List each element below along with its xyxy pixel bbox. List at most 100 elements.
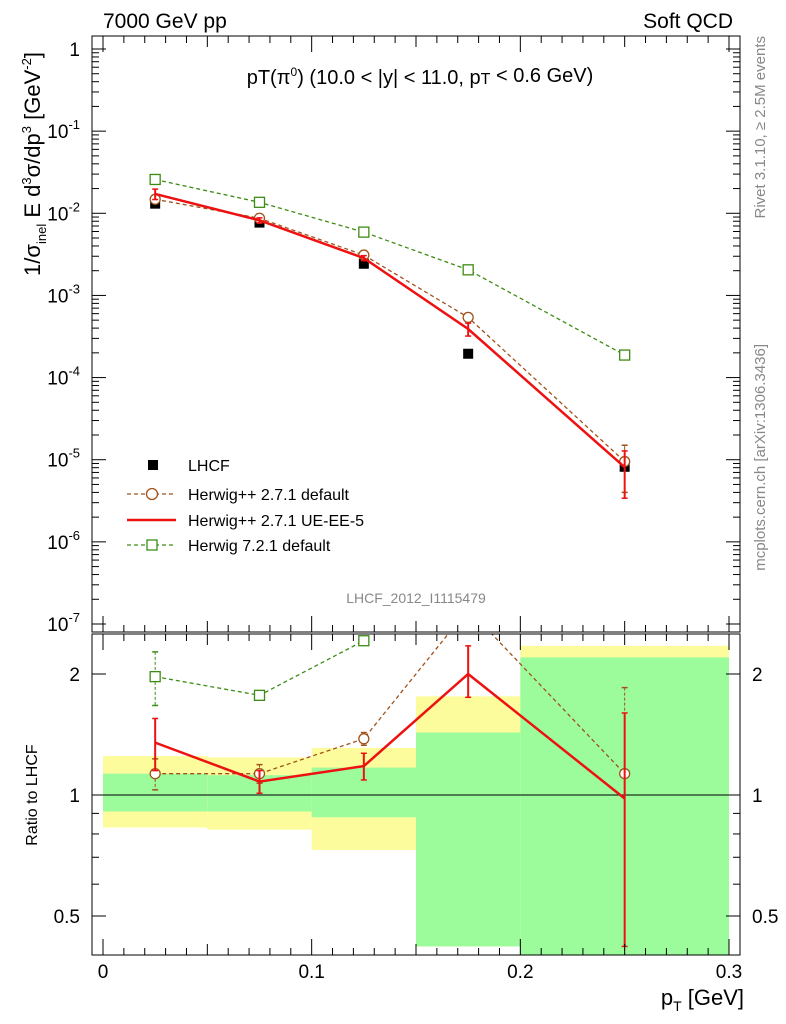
analysis-label: LHCF_2012_I1115479 (346, 590, 486, 606)
ratio-y-tick-label-right: 2 (752, 665, 763, 686)
ratio-y-tick-label: 2 (69, 665, 80, 686)
ratio-x-tick-label: 0 (98, 962, 109, 983)
main-y-tick-exp: -3 (68, 281, 80, 296)
main-series-data (150, 198, 630, 472)
main-line-herwig_pp_default (155, 198, 626, 463)
legend-entry-herwig-pp-ueee5: Herwig++ 2.7.1 UE-EE-5 (127, 513, 364, 530)
title-part-2: π (277, 67, 291, 89)
main-y-tick-base: 10 (47, 615, 68, 636)
header-right: Soft QCD (643, 10, 733, 33)
ylabel-part-5: σ/dp (20, 133, 45, 177)
ratio-y-tick-label: 0.5 (54, 907, 80, 928)
main-series-herwig7 (149, 173, 631, 361)
main-y-tick-exp: -2 (68, 199, 80, 214)
main-y-tick-exp: -4 (68, 364, 80, 379)
ratio-point-herwig7 (620, 243, 630, 253)
ylabel-part-6: 3 (19, 126, 34, 133)
herwig7-point (619, 349, 631, 361)
ratio-series-herwig7 (149, 243, 630, 707)
main-y-tick-exp: -7 (68, 610, 80, 625)
legend-marker-herwig7 (146, 539, 158, 551)
ylabel-part-3: E d (20, 185, 45, 224)
legend-marker-herwig-pp-default (145, 487, 159, 501)
legend-label-herwig7: Herwig 7.2.1 default (188, 538, 331, 555)
ylabel-part-2: inel (34, 224, 49, 244)
ratio-x-tick-label: 0.3 (716, 962, 742, 983)
title-part-4: ) (10.0 < |y| < 11.0, p (297, 67, 480, 89)
main-y-tick-exp: -6 (68, 528, 80, 543)
xlabel-part-3: [GeV] (682, 985, 744, 1010)
ratio-bands-layer (103, 645, 729, 955)
ratio-point-herwig-pp-default (358, 733, 370, 745)
title-part-6: < 0.6 GeV) (490, 65, 593, 87)
ratio-band-green (416, 732, 521, 947)
ratio-point-herwig7 (149, 670, 161, 683)
ylabel-part-4: 3 (19, 177, 34, 184)
main-series-herwig_pp_default (149, 193, 631, 494)
main-y-tick-label: 1 (69, 40, 80, 61)
ylabel-part-7: [GeV (20, 69, 45, 126)
mcplots-label: mcplots.cern.ch [arXiv:1306.3436] (752, 344, 769, 571)
legend: LHCF Herwig++ 2.7.1 default Herwig++ 2.7… (127, 458, 364, 555)
main-line-herwig7 (155, 178, 625, 356)
legend-marker-data (148, 460, 158, 470)
main-y-tick-exp: -1 (68, 117, 80, 132)
ratio-line-herwig7 (155, 634, 368, 697)
legend-entry-herwig7: Herwig 7.2.1 default (127, 538, 331, 555)
main-title: pT(π0) (10.0 < |y| < 11.0, pT < 0.6 GeV) (247, 65, 594, 89)
xlabel-part-1: p (661, 985, 673, 1010)
ratio-point-herwig7 (463, 380, 473, 390)
rivet-version-label: Rivet 3.1.10, ≥ 2.5M events (752, 36, 769, 219)
x-axis-label: pT [GeV] (661, 985, 744, 1014)
main-y-axis-label: 1/σinel E d3σ/dp3 [GeV-2] (19, 52, 49, 276)
herwig7-point (149, 173, 161, 186)
legend-entry-herwig-pp-default: Herwig++ 2.7.1 default (127, 487, 350, 504)
ratio-y-tick-label-right: 1 (752, 786, 763, 807)
xlabel-part-2: T (673, 998, 682, 1014)
ratio-x-axis: 0 0.1 0.2 0.3 (98, 634, 742, 983)
main-y-tick-label: 10-7 (47, 610, 80, 636)
ratio-x-tick-label: 0.1 (298, 962, 324, 983)
ylabel-part-9: ] (20, 52, 45, 58)
legend-label-herwig-pp-default: Herwig++ 2.7.1 default (188, 487, 350, 504)
main-y-tick-base: 1 (69, 40, 80, 61)
data-point (463, 348, 474, 359)
main-line-herwig_pp_ueee5 (154, 192, 626, 469)
herwig7-point (253, 196, 266, 208)
main-y-tick-label: 10-5 (47, 446, 80, 472)
herwig7-point (462, 264, 474, 276)
main-y-tick-base: 10 (47, 286, 68, 307)
main-series-layer (149, 173, 631, 499)
ratio-series-layer (149, 243, 631, 955)
main-y-tick-label: 10-1 (47, 117, 80, 143)
ratio-line-herwig_pp_default (155, 634, 626, 775)
main-y-tick-label: 10-2 (47, 199, 80, 225)
main-y-tick-base: 10 (47, 122, 68, 143)
title-part-5: T (481, 71, 491, 88)
herwig7-point (358, 226, 370, 238)
main-y-tick-label: 10-4 (47, 364, 80, 390)
ylabel-part-1: 1/σ (20, 244, 45, 276)
main-y-tick-label: 10-3 (47, 281, 80, 307)
main-y-tick-exp: -5 (68, 446, 80, 461)
ratio-x-tick-label: 0.2 (507, 962, 533, 983)
ratio-y-axis: 0.5 0.5 1 1 2 2 (54, 665, 779, 928)
main-y-tick-base: 10 (47, 533, 68, 554)
main-y-tick-label: 10-6 (47, 528, 80, 554)
herwig-pp-default-point (462, 311, 474, 324)
main-panel: 110-110-210-310-410-510-610-7 pT(π0) (10… (19, 35, 741, 636)
legend-label-data: LHCF (188, 458, 230, 475)
main-x-ticks (102, 36, 730, 632)
ratio-panel: 0.5 0.5 1 1 2 2 0 0.1 0.2 0.3 Ratio to LHCF pT [… (24, 243, 779, 1014)
legend-entry-data: LHCF (148, 458, 230, 475)
ratio-y-tick-label-right: 0.5 (752, 907, 778, 928)
ratio-point-herwig7 (253, 689, 266, 701)
ylabel-part-8: -2 (19, 58, 34, 70)
title-part-3: 0 (291, 65, 298, 79)
header-left: 7000 GeV pp (103, 10, 227, 33)
data-point (358, 258, 369, 269)
legend-label-herwig-pp-ueee5: Herwig++ 2.7.1 UE-EE-5 (188, 513, 364, 530)
ratio-series-clipped (149, 243, 631, 955)
main-y-axis: 110-110-210-310-410-510-610-7 (47, 40, 740, 636)
